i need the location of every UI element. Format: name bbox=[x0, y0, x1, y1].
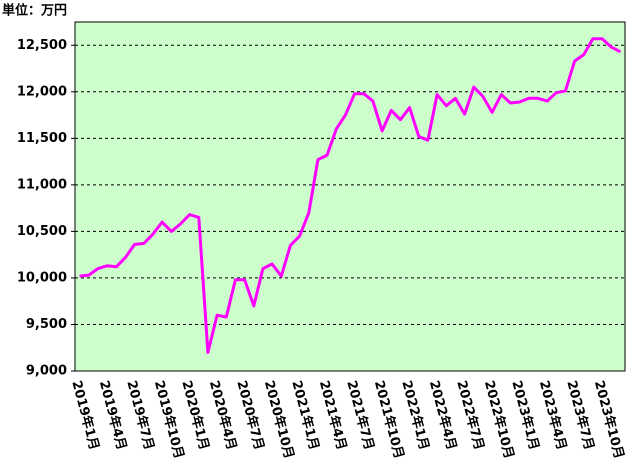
y-tick-label: 11,000 bbox=[17, 177, 67, 192]
y-tick-label: 9,500 bbox=[26, 317, 67, 332]
unit-label: 単位：万円 bbox=[2, 3, 67, 19]
x-tick-label: 2022年7月 bbox=[453, 379, 487, 452]
y-tick-label: 9,000 bbox=[26, 364, 67, 379]
x-tick-label: 2021年7月 bbox=[343, 379, 377, 452]
x-tick-label: 2020年1月 bbox=[178, 379, 212, 452]
y-tick-label: 10,000 bbox=[17, 270, 67, 285]
x-tick-label: 2020年7月 bbox=[233, 379, 267, 452]
x-tick-label: 2022年4月 bbox=[426, 379, 460, 452]
plot-border bbox=[74, 21, 626, 372]
x-tick-label: 2019年4月 bbox=[96, 379, 130, 452]
x-tick-label: 2021年4月 bbox=[316, 379, 350, 452]
x-tick-label: 2021年1月 bbox=[288, 379, 322, 452]
y-tick-label: 10,500 bbox=[17, 224, 67, 239]
y-tick-label: 12,000 bbox=[17, 84, 67, 99]
x-tick-label: 2019年1月 bbox=[68, 379, 102, 452]
plot-area bbox=[75, 22, 625, 371]
x-tick-label: 2019年7月 bbox=[123, 379, 157, 452]
x-tick-label: 2020年4月 bbox=[206, 379, 240, 452]
x-tick-label: 2023年10月 bbox=[591, 379, 627, 461]
line bbox=[79, 37, 622, 354]
y-tick-label: 12,500 bbox=[17, 38, 67, 53]
x-tick-label: 2023年4月 bbox=[536, 379, 570, 452]
x-tick-label: 2023年1月 bbox=[508, 379, 542, 452]
x-tick-label: 2023年7月 bbox=[563, 379, 597, 452]
x-tick-label: 2022年1月 bbox=[398, 379, 432, 452]
y-tick-label: 11,500 bbox=[17, 131, 67, 146]
